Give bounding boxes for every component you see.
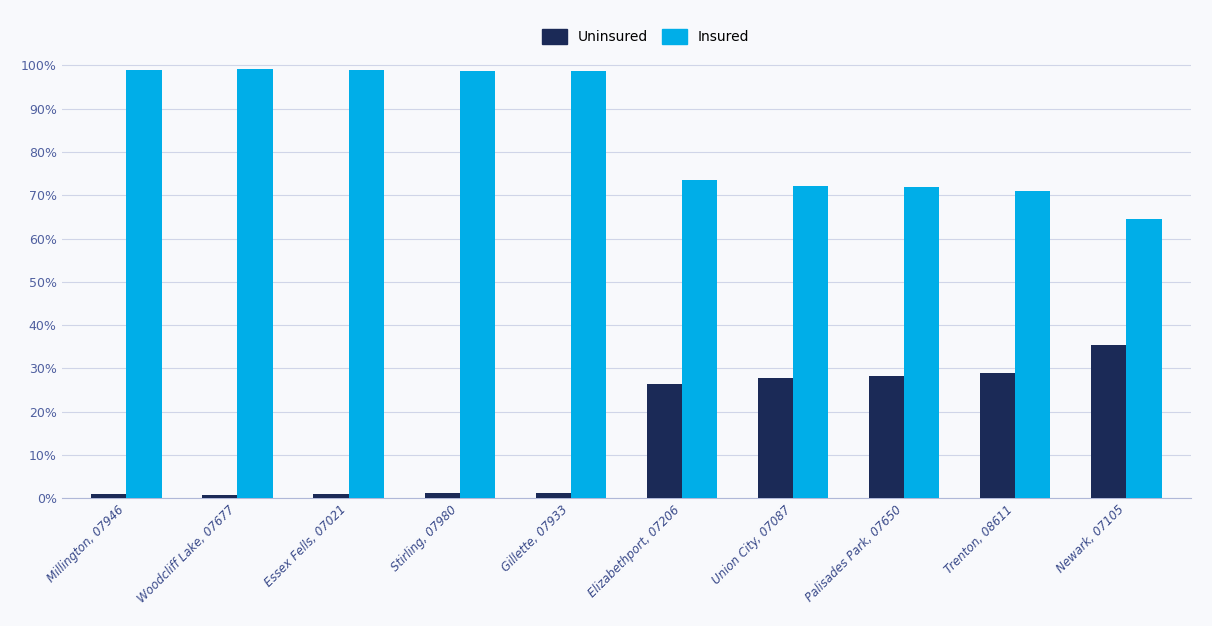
Bar: [424, 493, 459, 498]
Bar: [91, 494, 126, 498]
Bar: [1016, 191, 1051, 498]
Bar: [126, 69, 161, 498]
Bar: [571, 71, 606, 498]
Bar: [682, 180, 718, 498]
Bar: [981, 372, 1016, 498]
Bar: [536, 493, 571, 498]
Legend: Uninsured, Insured: Uninsured, Insured: [536, 24, 755, 49]
Bar: [1091, 344, 1126, 498]
Bar: [314, 494, 349, 498]
Bar: [459, 71, 494, 498]
Bar: [758, 378, 793, 498]
Bar: [869, 376, 904, 498]
Bar: [1126, 219, 1161, 498]
Bar: [647, 384, 682, 498]
Bar: [202, 495, 238, 498]
Bar: [904, 187, 939, 498]
Bar: [349, 69, 384, 498]
Bar: [238, 69, 273, 498]
Bar: [793, 186, 828, 498]
